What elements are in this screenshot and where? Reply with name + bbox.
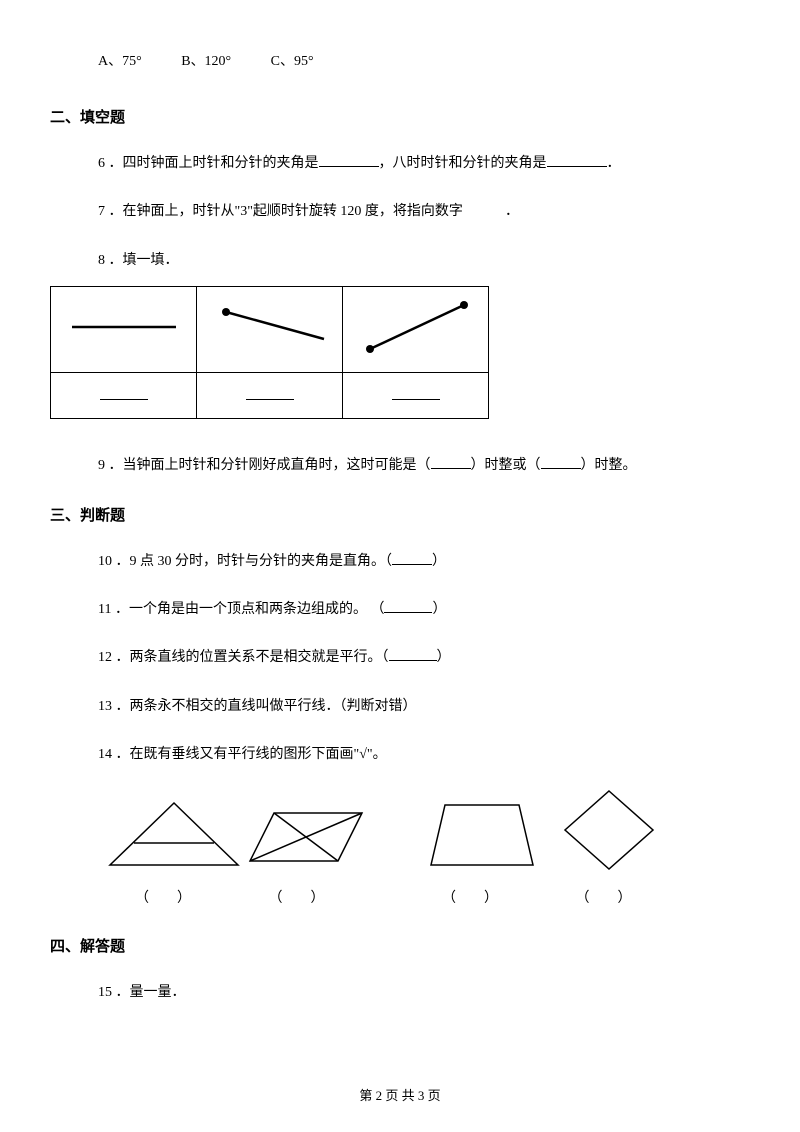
q7-suffix: ． <box>505 204 519 219</box>
q11-prefix: 11 ．一个角是由一个顶点和两条边组成的。 （ <box>98 602 384 617</box>
answer-cell-2 <box>197 373 343 419</box>
parallelogram-shape-icon <box>244 795 374 875</box>
paren-1: （ ） <box>98 887 228 907</box>
blank <box>547 153 607 167</box>
question-11: 11 ．一个角是由一个顶点和两条边组成的。 （ ） <box>50 599 750 621</box>
q10-suffix: ） <box>432 554 446 569</box>
blank <box>431 455 471 469</box>
question-13: 13 ．两条永不相交的直线叫做平行线．（判断对错） <box>50 696 750 718</box>
cell-segment <box>343 287 489 373</box>
segment-icon <box>346 287 486 367</box>
q12-suffix: ） <box>437 650 451 665</box>
triangle-shape-icon <box>98 795 250 875</box>
question-15: 15 ．量一量． <box>50 982 750 1004</box>
question-7: 7 ．在钟面上，时针从"3"起顺时针旋转 120 度，将指向数字 ． <box>50 201 750 223</box>
paren-3: （ ） <box>395 887 545 907</box>
parentheses-row: （ ） （ ） （ ） （ ） <box>50 887 750 907</box>
blank <box>392 551 432 565</box>
shapes-row <box>50 785 750 875</box>
trapezoid-shape-icon <box>417 795 547 875</box>
blank <box>389 647 437 661</box>
q5-options: A、75° B、120° C、95° <box>50 50 750 70</box>
q11-suffix: ） <box>432 602 446 617</box>
q9-prefix: 9 ．当钟面上时针和分针刚好成直角时，这时可能是（ <box>98 458 431 473</box>
blank <box>392 386 440 400</box>
q12-prefix: 12 ．两条直线的位置关系不是相交就是平行。（ <box>98 650 389 665</box>
q6-suffix: ． <box>607 156 621 171</box>
opt-b: B、120° <box>181 50 231 70</box>
q9-suffix: ）时整。 <box>581 458 637 473</box>
q9-mid: ）时整或（ <box>471 458 541 473</box>
paren-2: （ ） <box>232 887 362 907</box>
question-8: 8 ．填一填． <box>50 250 750 272</box>
section-4-title: 四、解答题 <box>50 935 750 956</box>
diamond-shape-icon <box>559 785 659 875</box>
shape-table <box>50 286 489 419</box>
opt-a: A、75° <box>98 50 142 70</box>
blank <box>384 599 432 613</box>
opt-c: C、95° <box>271 50 314 70</box>
question-9: 9 ．当钟面上时针和分针刚好成直角时，这时可能是（ ）时整或（ ）时整。 <box>50 455 750 477</box>
blank <box>319 153 379 167</box>
question-6: 6 ．四时钟面上时针和分针的夹角是 ，八时时针和分针的夹角是 ． <box>50 153 750 175</box>
answer-cell-1 <box>51 373 197 419</box>
section-2-title: 二、填空题 <box>50 106 750 127</box>
question-12: 12 ．两条直线的位置关系不是相交就是平行。（ ） <box>50 647 750 669</box>
section-3-title: 三、判断题 <box>50 504 750 525</box>
cell-line <box>51 287 197 373</box>
q7-prefix: 7 ．在钟面上，时针从"3"起顺时针旋转 120 度，将指向数字 <box>98 204 463 219</box>
blank <box>541 455 581 469</box>
question-14: 14 ．在既有垂线又有平行线的图形下面画"√"。 <box>50 744 750 766</box>
cell-ray <box>197 287 343 373</box>
ray-icon <box>200 287 340 367</box>
blank <box>246 386 294 400</box>
q6-prefix: 6 ．四时钟面上时针和分针的夹角是 <box>98 156 319 171</box>
paren-4: （ ） <box>549 887 659 907</box>
q10-prefix: 10 ．9 点 30 分时，时针与分针的夹角是直角。（ <box>98 554 392 569</box>
horizontal-line-icon <box>54 287 194 367</box>
question-10: 10 ．9 点 30 分时，时针与分针的夹角是直角。（ ） <box>50 551 750 573</box>
answer-cell-3 <box>343 373 489 419</box>
q6-mid: ，八时时针和分针的夹角是 <box>379 156 547 171</box>
page-footer: 第 2 页 共 3 页 <box>0 1085 800 1104</box>
blank <box>100 386 148 400</box>
